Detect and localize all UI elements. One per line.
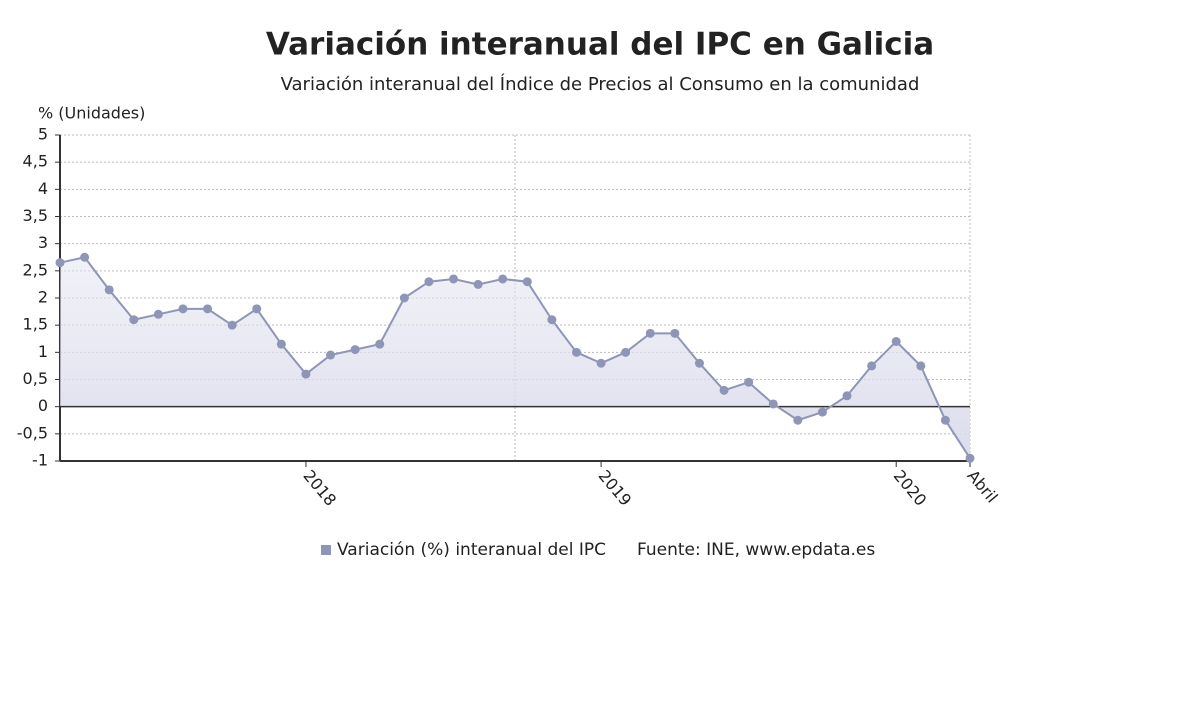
point [940, 415, 950, 425]
point [916, 361, 926, 371]
x-tick-label: 2019 [595, 466, 636, 509]
point [80, 252, 90, 262]
point [227, 320, 237, 330]
point [522, 277, 532, 287]
legend-label: Variación (%) interanual del IPC [337, 540, 606, 560]
source: Fuente: INE, www.epdata.es [637, 540, 875, 560]
point [252, 304, 262, 314]
point [867, 361, 877, 371]
point [129, 315, 139, 325]
y-tick-label: -0,5 [17, 423, 48, 442]
y-tick-label: 3,5 [23, 206, 48, 225]
y-tick-label: 2,5 [23, 260, 48, 279]
x-tick-label: 2018 [299, 466, 340, 509]
point [424, 277, 434, 287]
point [276, 339, 286, 349]
point [842, 391, 852, 401]
point [350, 345, 360, 355]
point [55, 258, 65, 268]
point [891, 336, 901, 346]
point [719, 385, 729, 395]
y-tick-label: 4 [38, 179, 48, 198]
x-tick-label: 2020 [890, 466, 931, 509]
x-tick-label: Abril [963, 466, 1001, 506]
point [326, 350, 336, 360]
point [793, 415, 803, 425]
y-tick-label: 2 [38, 288, 48, 307]
point [375, 339, 385, 349]
point [301, 369, 311, 379]
chart-title: Variación interanual del IPC en Galicia [266, 27, 934, 63]
point [203, 304, 213, 314]
point [694, 358, 704, 368]
point [965, 453, 975, 463]
point [744, 377, 754, 387]
y-tick-label: 4,5 [23, 152, 48, 171]
area [60, 257, 970, 459]
point [547, 315, 557, 325]
point [449, 274, 459, 284]
point [670, 328, 680, 338]
point [399, 293, 409, 303]
y-tick-label: 3 [38, 233, 48, 252]
point [104, 285, 114, 295]
y-tick-label: 5 [38, 125, 48, 144]
point [473, 279, 483, 289]
point [178, 304, 188, 314]
y-tick-label: -1 [32, 451, 48, 470]
point [768, 399, 778, 409]
point [571, 347, 581, 357]
y-tick-label: 0,5 [23, 369, 48, 388]
point [621, 347, 631, 357]
legend-swatch [321, 545, 331, 555]
point [153, 309, 163, 319]
point [817, 407, 827, 417]
y-tick-label: 1,5 [23, 315, 48, 334]
chart-subtitle: Variación interanual del Índice de Preci… [281, 73, 920, 95]
y-axis-title: % (Unidades) [38, 104, 145, 123]
point [645, 328, 655, 338]
point [498, 274, 508, 284]
point [596, 358, 606, 368]
y-tick-label: 0 [38, 396, 48, 415]
y-tick-label: 1 [38, 342, 48, 361]
